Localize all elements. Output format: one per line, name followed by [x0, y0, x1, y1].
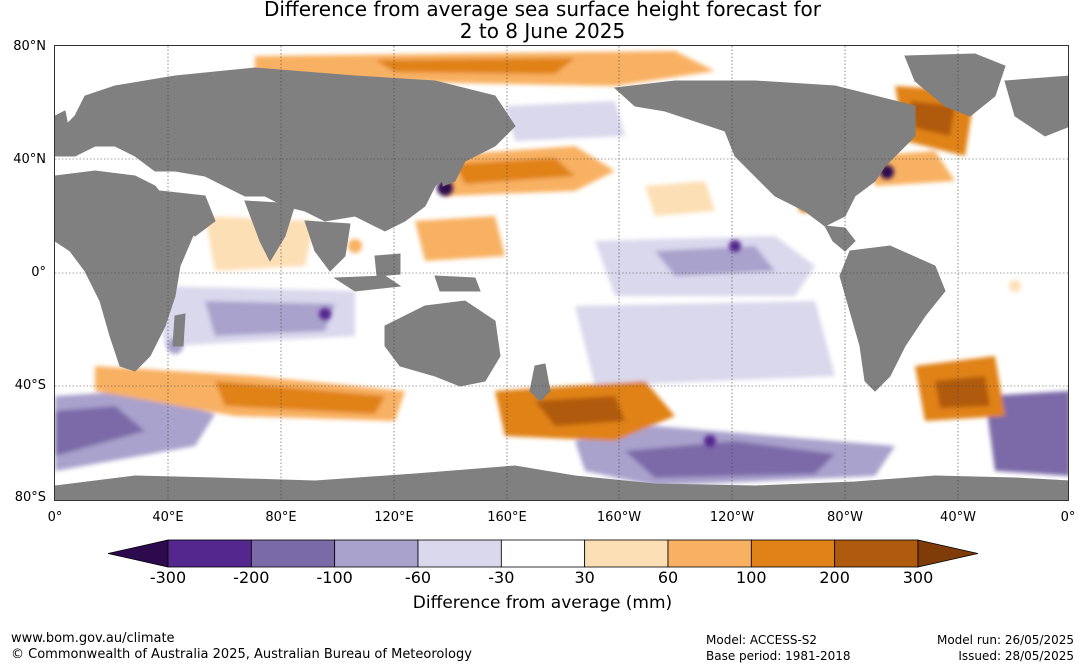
land-south-america: [839, 245, 946, 392]
arctic-positive-core: [375, 58, 575, 74]
kuroshio-positive-core: [455, 158, 575, 184]
land-africa: [55, 170, 196, 372]
anomaly-patches: [55, 51, 1068, 486]
lat-label-40n: 40°N: [13, 152, 46, 167]
lon-label-0-right: 0°: [1060, 510, 1076, 525]
lon-label-0-left: 0°: [47, 510, 63, 525]
legend-tick-label: -300: [149, 568, 187, 587]
land-se-asia: [304, 220, 351, 272]
footer-copyright: © Commonwealth of Australia 2025, Austra…: [11, 647, 472, 662]
legend-swatch: [500, 539, 586, 568]
legend-tick-label: 60: [657, 568, 679, 587]
legend-swatch: [667, 539, 752, 568]
land-eurasia: [55, 67, 516, 232]
land-uk: [55, 110, 70, 139]
footer-model: Model: ACCESS-S2: [706, 633, 818, 647]
legend-extend-high: [917, 539, 979, 568]
lon-label-160w: 160°W: [596, 510, 642, 525]
land-arabia: [159, 190, 216, 237]
legend-tick-label: -60: [404, 568, 432, 587]
land-madagascar: [172, 313, 186, 347]
west-pacific-positive: [415, 216, 505, 261]
indian-south-positive-core: [215, 381, 385, 414]
land-arctic-islands: [1004, 75, 1068, 137]
legend-tick-label: -100: [316, 568, 353, 587]
indian-north-positive: [205, 216, 315, 271]
legend-tick-label: 200: [819, 568, 850, 587]
north-pacific-negative: [505, 101, 625, 141]
land-masses: [55, 53, 1068, 500]
legend-swatch: [584, 539, 669, 568]
title-line-2: 2 to 8 June 2025: [459, 19, 626, 43]
lat-label-0: 0°: [31, 265, 46, 280]
lon-label-120e: 120°E: [374, 510, 414, 525]
lon-label-160e: 160°E: [487, 510, 527, 525]
legend-title: Difference from average (mm): [412, 593, 673, 613]
southern-ocean-negative-atlantic: [985, 391, 1068, 476]
legend-tick-label: 300: [902, 568, 934, 587]
footer-model-run: Model run: 26/05/2025: [936, 633, 1074, 647]
map-title: Difference from average sea surface heig…: [0, 0, 1085, 42]
land-greenland: [904, 53, 1006, 117]
lon-label-40e: 40°E: [152, 510, 184, 525]
land-central-america: [824, 225, 856, 252]
south-atlantic-positive-core: [935, 376, 990, 408]
graticule: [55, 46, 1068, 500]
lat-label-80s: 80°S: [14, 490, 46, 505]
lon-label-80e: 80°E: [265, 510, 297, 525]
footer-website: www.bom.gov.au/climate: [11, 631, 175, 646]
footer-issued: Issued: 28/05/2025: [958, 649, 1074, 663]
north-atlantic-positive-core: [910, 101, 955, 136]
map-canvas: [55, 46, 1068, 500]
land-indonesia: [333, 275, 402, 292]
color-legend: [107, 539, 979, 573]
legend-swatch: [750, 539, 836, 568]
land-new-zealand: [529, 363, 551, 402]
land-new-guinea: [434, 275, 481, 292]
legend-tick-label: -200: [233, 568, 270, 587]
aus-tasman-positive-core: [535, 396, 625, 426]
lat-label-80n: 80°N: [13, 39, 46, 54]
pacific-south-negative: [575, 301, 835, 386]
title-line-1: Difference from average sea surface heig…: [263, 0, 822, 21]
pacific-equatorial-negative-core: [655, 246, 775, 276]
indian-ocean-negative-core: [205, 301, 335, 336]
southern-ocean-negative-pacific-core: [625, 441, 835, 478]
legend-extend-low: [107, 539, 169, 568]
legend-swatch: [334, 539, 419, 568]
legend-swatch: [250, 539, 336, 568]
legend-swatch: [834, 539, 919, 568]
land-north-america: [613, 80, 916, 227]
legend-tick-label: -30: [488, 568, 515, 587]
legend-tick-label: 30: [574, 568, 595, 587]
lon-label-120w: 120°W: [709, 510, 755, 525]
land-antarctica: [55, 465, 1068, 500]
mid-pacific-positive: [645, 181, 715, 216]
legend-swatch: [417, 539, 502, 568]
lat-label-40s: 40°S: [14, 378, 46, 393]
legend-tick-label: 100: [736, 568, 767, 587]
color-legend-bar: [107, 539, 979, 568]
land-japan: [439, 153, 466, 187]
sea-surface-height-map: [54, 45, 1069, 501]
footer-base-period: Base period: 1981-2018: [706, 649, 851, 663]
lon-label-40w: 40°W: [940, 510, 976, 525]
land-australia: [384, 300, 501, 387]
legend-swatch: [167, 539, 252, 568]
southern-ocean-negative-west-core: [55, 406, 145, 456]
lon-label-80w: 80°W: [827, 510, 863, 525]
land-india: [244, 200, 296, 263]
